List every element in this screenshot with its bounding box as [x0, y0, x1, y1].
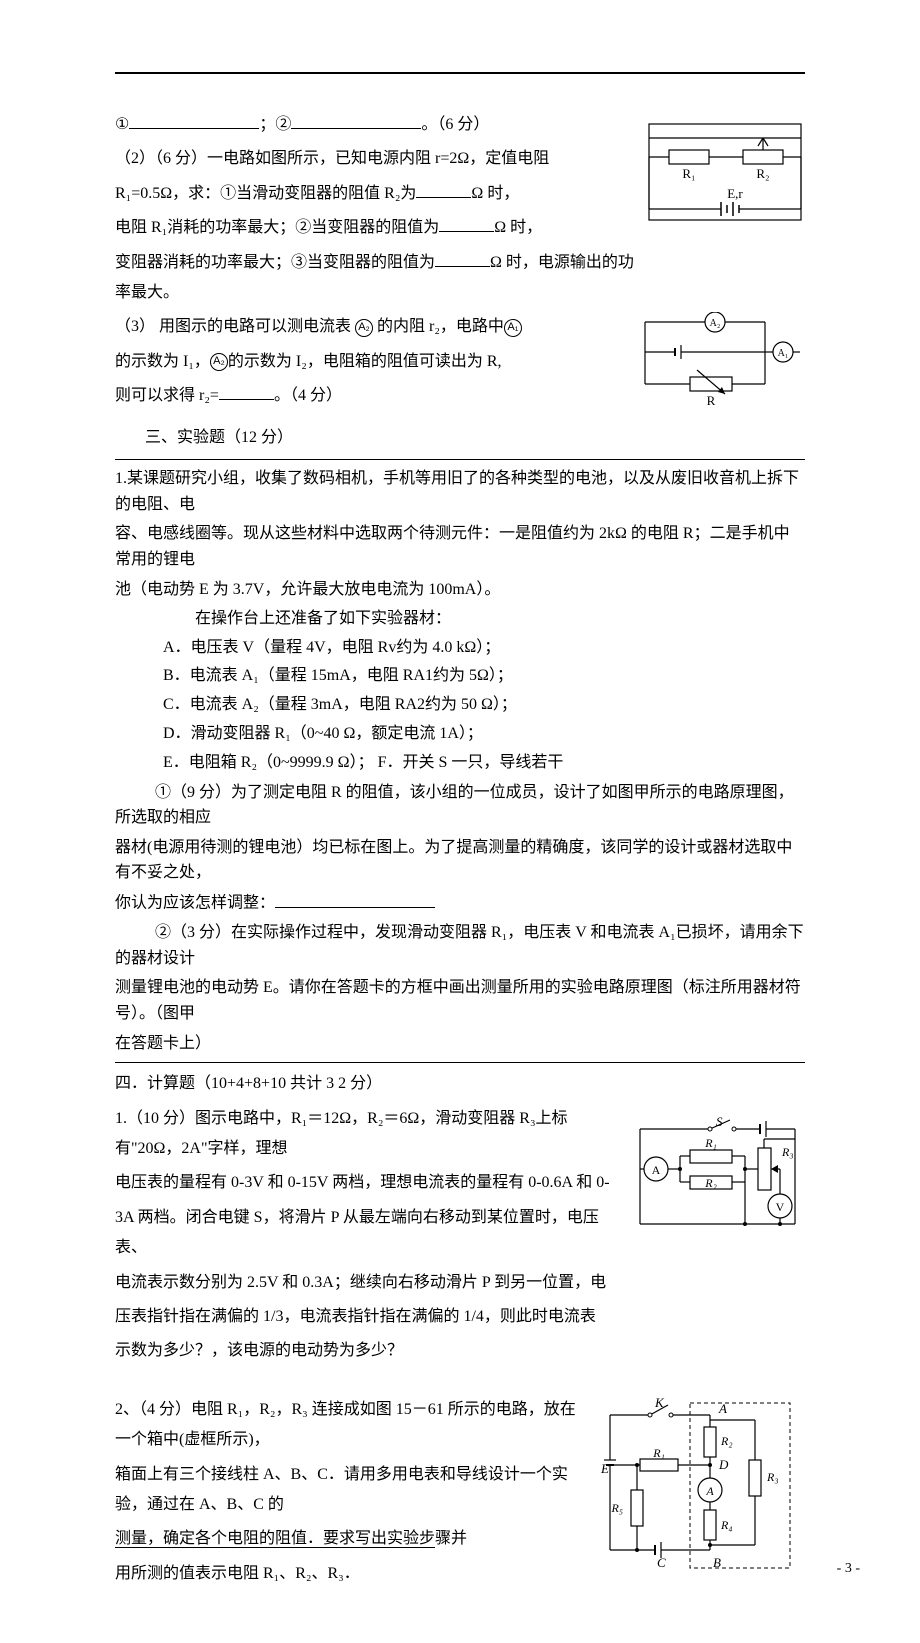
a2-icon: A₂	[210, 353, 228, 371]
blank	[275, 890, 435, 908]
calc1-l4: 电流表示数分别为 2.5V 和 0.3A；继续向右移动滑片 P 到另一位置，电	[115, 1268, 805, 1298]
exp-D: D．滑动变阻器 R₁（0~40 Ω，额定电流 1A）；	[115, 722, 805, 747]
exp-E: E．电阻箱 R₂（0~9999.9 Ω）； F．开关 S 一只，导线若干	[115, 751, 805, 776]
t: 变阻器消耗的功率最大；③当变阻器的阻值为	[115, 254, 435, 271]
exp-equip-title: 在操作台上还准备了如下实验器材：	[115, 606, 805, 632]
q1-p2-l4: 变阻器消耗的功率最大；③当变阻器的阻值为Ω 时，电源输出的功率最大。	[115, 248, 805, 309]
svg-text:R₁: R₁	[652, 1446, 665, 1460]
t: 的示数为 I₁，	[115, 353, 210, 370]
t: Ω 时，	[494, 219, 542, 236]
a2-icon: A₂	[355, 319, 373, 337]
exp-intro3: 池（电动势 E 为 3.7V，允许最大放电电流为 100mA）。	[115, 577, 805, 603]
svg-text:R: R	[707, 393, 716, 407]
calc1-l6: 示数为多少？，该电源的电动势为多少？	[115, 1336, 805, 1366]
svg-text:A₁: A₁	[778, 348, 789, 359]
divider	[115, 459, 805, 460]
svg-text:E,r: E,r	[727, 186, 743, 201]
exp-q2a: ②（3 分）在实际操作过程中，发现滑动变阻器 R₁，电压表 V 和电流表 A₁已…	[115, 920, 805, 971]
t: R₁=0.5Ω，求：①当滑动变阻器的阻值 R₂为	[115, 185, 416, 202]
exp-q1b: 器材(电源用待测的锂电池）均已标在图上。为了提高测量的精确度，该同学的设计或器材…	[115, 835, 805, 886]
t: Ω 时，	[471, 185, 519, 202]
t: 电阻 R₁消耗的功率最大；②当变阻器的阻值为	[115, 219, 439, 236]
t: 。（4 分）	[274, 387, 342, 404]
q1-1b: ；②	[259, 116, 291, 133]
svg-text:D: D	[718, 1457, 729, 1472]
svg-text:R₃: R₃	[766, 1470, 779, 1484]
exp-intro2: 容、电感线圈等。现从这些材料中选取两个待测元件：一是阻值约为 2kΩ 的电阻 R…	[115, 521, 805, 572]
section3-title: 三、实验题（12 分）	[115, 423, 805, 453]
blank	[291, 111, 421, 129]
t: 你认为应该怎样调整：	[115, 895, 275, 912]
circuit2-figure: A₂ A₁ R	[635, 312, 805, 418]
blank	[219, 383, 274, 401]
svg-text:R₂: R₂	[720, 1434, 733, 1448]
exp-A: A．电压表 V（量程 4V，电阻 Rv约为 4.0 kΩ）；	[115, 636, 805, 661]
t: （3） 用图示的电路可以测电流表	[115, 318, 355, 335]
svg-text:C: C	[657, 1555, 666, 1570]
exp-q2c: 在答题卡上）	[115, 1031, 805, 1057]
t: 则可以求得 r₂=	[115, 387, 219, 404]
exp-B: B．电流表 A₁（量程 15mA，电阻 RA1约为 5Ω）；	[115, 664, 805, 689]
section4-title: 四．计算题（10+4+8+10 共计 3 2 分）	[115, 1069, 805, 1099]
svg-text:A₂: A₂	[710, 318, 721, 329]
exp-C: C．电流表 A₂（量程 3mA，电阻 RA2约为 50 Ω）；	[115, 693, 805, 718]
blank	[416, 180, 471, 198]
divider	[115, 1062, 805, 1063]
q1-1c: 。（6 分）	[421, 116, 489, 133]
svg-text:A: A	[705, 1484, 714, 1498]
blank	[439, 215, 494, 233]
svg-text:R₂: R₂	[756, 166, 769, 181]
calc1-l5: 压表指针指在满偏的 1/3，电流表指针指在满偏的 1/4，则此时电流表	[115, 1302, 805, 1332]
svg-text:R₁: R₁	[704, 1136, 717, 1150]
blank	[435, 249, 490, 267]
exp-q1c: 你认为应该怎样调整：	[115, 890, 805, 916]
a1-icon: A₁	[504, 319, 522, 337]
circuit4-figure: K E R₁ R₅ C R₂ D A	[595, 1395, 805, 1591]
blank	[129, 111, 259, 129]
svg-text:R₄: R₄	[720, 1518, 733, 1532]
t: 的示数为 I₂，电阻箱的阻值可读出为 R,	[228, 353, 502, 370]
circuit3-figure: S A R₁ R₂ R₃	[630, 1114, 805, 1255]
t: 的内阻 r₂，电路中	[373, 318, 504, 335]
svg-text:R₃: R₃	[781, 1145, 794, 1159]
svg-text:R₂: R₂	[704, 1176, 717, 1190]
exp-q1a: ①（9 分）为了测定电阻 R 的阻值，该小组的一位成员，设计了如图甲所示的电路原…	[115, 780, 805, 831]
page-number: - 3 -	[837, 1556, 860, 1583]
top-rule	[115, 72, 805, 74]
exp-intro1: 1.某课题研究小组，收集了数码相机，手机等用旧了的各种类型的电池，以及从废旧收音…	[115, 466, 805, 517]
exp-q2b: 测量锂电池的电动势 E。请你在答题卡的方框中画出测量所用的实验电路原理图（标注所…	[115, 975, 805, 1026]
bottom-rule	[115, 1547, 435, 1548]
svg-text:R₅: R₅	[610, 1501, 623, 1515]
svg-text:R₁: R₁	[682, 166, 695, 181]
svg-text:V: V	[776, 1200, 785, 1214]
circuit1-figure: R₁ R₂ E,r	[645, 120, 805, 251]
svg-text:E: E	[600, 1461, 609, 1476]
svg-text:A: A	[652, 1163, 661, 1177]
svg-text:S: S	[716, 1114, 723, 1129]
svg-text:K: K	[654, 1395, 665, 1410]
q1-1a: ①	[115, 116, 129, 133]
